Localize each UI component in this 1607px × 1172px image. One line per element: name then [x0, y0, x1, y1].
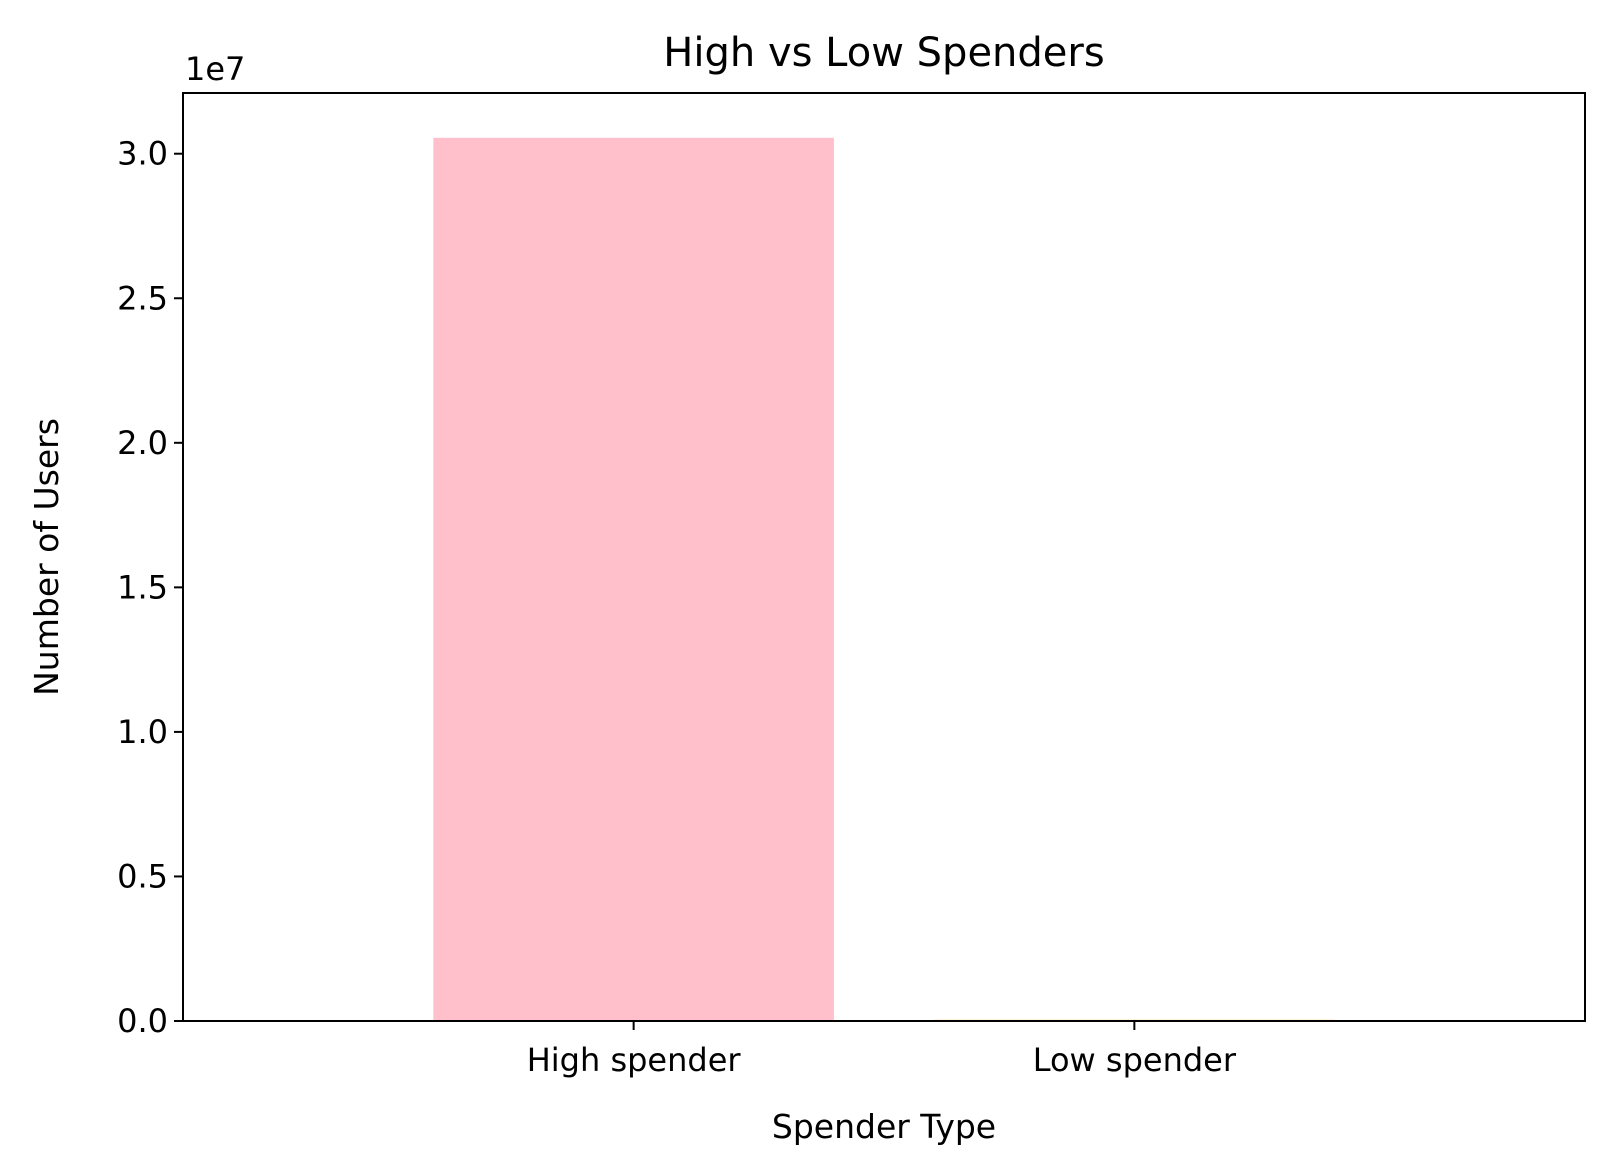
y-axis-title: Number of Users	[27, 418, 66, 696]
x-axis-title: Spender Type	[772, 1107, 996, 1146]
bar-high-spender	[433, 137, 834, 1022]
plot-frame	[182, 92, 1586, 1022]
x-axis-ticks: High spender Low spender	[527, 1021, 1237, 1079]
y-tick-label: 0.0	[117, 1002, 168, 1040]
y-axis-ticks: 0.0 0.5 1.0 1.5 2.0 2.5 3.0	[117, 135, 183, 1040]
x-tick-label: Low spender	[1033, 1041, 1237, 1079]
y-offset-label: 1e7	[185, 50, 245, 88]
chart-title: High vs Low Spenders	[663, 30, 1104, 76]
x-tick-label: High spender	[527, 1041, 742, 1079]
y-tick-label: 2.5	[117, 279, 168, 317]
y-tick-label: 3.0	[117, 135, 168, 173]
y-tick-label: 1.5	[117, 568, 168, 606]
bars-group	[433, 137, 1335, 1022]
y-tick-label: 1.0	[117, 713, 168, 751]
y-tick-label: 0.5	[117, 857, 168, 895]
y-tick-label: 2.0	[117, 424, 168, 462]
